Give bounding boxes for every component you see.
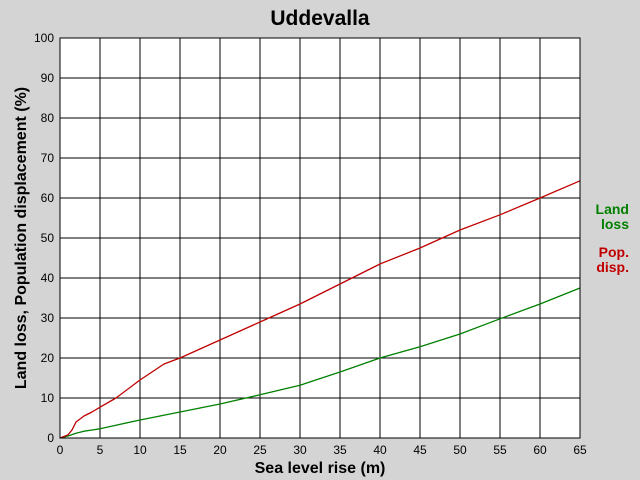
series-group <box>59 180 581 439</box>
y-tick-label: 0 <box>47 431 54 445</box>
legend-entry-0: Land <box>596 201 629 217</box>
x-tick-labels: 0 5 10 15 20 25 30 35 40 45 50 55 60 65 <box>57 443 587 457</box>
legend-entry-1: Pop. <box>599 244 629 260</box>
x-tick-label: 40 <box>373 443 387 457</box>
y-tick-label: 40 <box>41 271 55 285</box>
x-tick-label: 25 <box>253 443 267 457</box>
y-axis-label: Land loss, Population displacement (%) <box>13 87 30 389</box>
y-tick-label: 30 <box>41 311 55 325</box>
x-tick-label: 50 <box>453 443 467 457</box>
legend-entry-1: disp. <box>596 259 629 275</box>
x-tick-label: 15 <box>173 443 187 457</box>
x-tick-label: 10 <box>133 443 147 457</box>
plot-frame <box>59 37 581 439</box>
x-tick-label: 30 <box>293 443 307 457</box>
x-tick-label: 45 <box>413 443 427 457</box>
y-tick-label: 20 <box>41 351 55 365</box>
y-tick-label: 70 <box>41 151 55 165</box>
x-tick-label: 0 <box>57 443 64 457</box>
y-tick-label: 90 <box>41 71 55 85</box>
x-tick-label: 60 <box>533 443 547 457</box>
x-tick-label: 35 <box>333 443 347 457</box>
x-tick-label: 20 <box>213 443 227 457</box>
x-axis-label: Sea level rise (m) <box>255 460 386 477</box>
series-line-1 <box>59 180 581 439</box>
x-tick-label: 65 <box>573 443 587 457</box>
y-tick-labels: 0 10 20 30 40 50 60 70 80 90 100 <box>34 31 54 445</box>
x-tick-label: 55 <box>493 443 507 457</box>
y-tick-label: 10 <box>41 391 55 405</box>
chart-title: Uddevalla <box>270 7 370 30</box>
y-tick-label: 80 <box>41 111 55 125</box>
y-tick-label: 100 <box>34 31 54 45</box>
series-line-0 <box>59 287 581 439</box>
legend-entry-0: loss <box>601 216 629 232</box>
y-tick-label: 60 <box>41 191 55 205</box>
x-tick-label: 5 <box>97 443 104 457</box>
y-tick-label: 50 <box>41 231 55 245</box>
